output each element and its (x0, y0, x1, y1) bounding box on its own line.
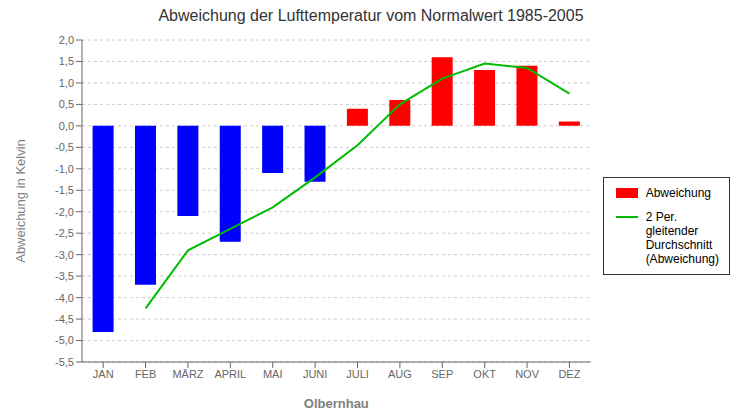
svg-text:MÄRZ: MÄRZ (172, 368, 203, 380)
svg-text:2,0: 2,0 (59, 34, 74, 46)
svg-text:FEB: FEB (135, 368, 156, 380)
svg-text:-3,0: -3,0 (55, 249, 74, 261)
svg-text:-2,0: -2,0 (55, 206, 74, 218)
html-text:Durchschnitt: Durchschnitt (645, 238, 713, 252)
svg-text:-2,5: -2,5 (55, 227, 74, 239)
svg-text:0,5: 0,5 (59, 98, 74, 110)
html-text:Abweichung der Lufttemperatur: Abweichung der Lufttemperatur vom Normal… (158, 7, 584, 24)
svg-text:AUG: AUG (388, 368, 412, 380)
svg-text:APRIL: APRIL (214, 368, 246, 380)
svg-text:DEZ: DEZ (558, 368, 580, 380)
html-text:Abweichung: Abweichung (645, 186, 711, 200)
svg-text:1,5: 1,5 (59, 55, 74, 67)
svg-text:JUNI: JUNI (303, 368, 327, 380)
svg-text:JULI: JULI (346, 368, 369, 380)
svg-text:1,0: 1,0 (59, 77, 74, 89)
svg-text:-4,0: -4,0 (55, 292, 74, 304)
svg-text:-1,0: -1,0 (55, 163, 74, 175)
svg-text:MAI: MAI (263, 368, 283, 380)
svg-text:Abweichung in Kelvin: Abweichung in Kelvin (13, 139, 28, 263)
svg-text:-3,5: -3,5 (55, 270, 74, 282)
svg-text:-4,5: -4,5 (55, 313, 74, 325)
svg-text:-0,5: -0,5 (55, 141, 74, 153)
svg-text:0,0: 0,0 (59, 120, 74, 132)
svg-text:JAN: JAN (93, 368, 114, 380)
html-text:gleitender: gleitender (645, 224, 699, 238)
svg-text:NOV: NOV (515, 368, 540, 380)
html-text:2 Per.: 2 Per. (645, 210, 677, 224)
svg-text:SEP: SEP (431, 368, 453, 380)
svg-text:Olbernhau: Olbernhau (304, 396, 369, 411)
svg-text:-5,5: -5,5 (55, 356, 74, 368)
html-text:(Abweichung): (Abweichung) (645, 252, 719, 266)
svg-text:-1,5: -1,5 (55, 184, 74, 196)
svg-text:-5,0: -5,0 (55, 334, 74, 346)
svg-text:OKT: OKT (473, 368, 496, 380)
